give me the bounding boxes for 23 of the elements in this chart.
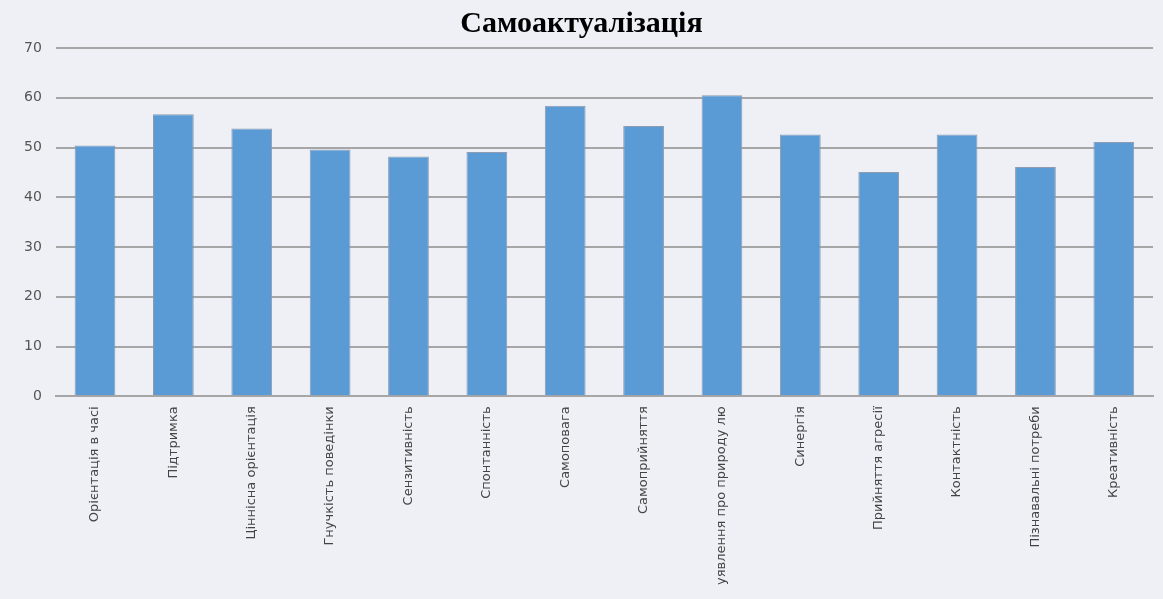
y-tick-label: 70 — [23, 38, 42, 55]
chart-title: Самоактуалізація — [460, 4, 703, 38]
x-tick-label: Гнучкість поведінки — [321, 406, 337, 546]
x-tick-label: уявлення про природу лю — [713, 406, 729, 586]
y-tick-label: 30 — [23, 237, 42, 254]
y-tick-label: 20 — [23, 287, 42, 304]
x-tick-label: Контактність — [948, 406, 964, 498]
y-tick-label: 50 — [23, 138, 42, 155]
x-tick-label: Спонтанність — [478, 406, 494, 499]
y-tick-label: 60 — [23, 88, 42, 105]
x-tick-label: Ціннісна орієнтація — [243, 406, 259, 540]
x-tick-label: Орієнтація в часі — [86, 406, 102, 523]
x-tick-label: Підтримка — [164, 406, 180, 479]
x-tick-label: Самоповага — [556, 406, 572, 488]
y-tick-label: 0 — [32, 386, 42, 403]
y-tick-label: 40 — [23, 187, 42, 204]
x-tick-label: Прийняття агресії — [870, 405, 886, 531]
x-tick-label: Синергія — [791, 406, 807, 467]
x-tick-label: Креативність — [1105, 406, 1121, 498]
x-tick-label: Самоприйняття — [634, 406, 650, 515]
x-tick-label: Пізнавальні потреби — [1026, 406, 1042, 548]
x-tick-label: Сензитивність — [399, 406, 415, 506]
y-tick-label: 10 — [23, 337, 42, 354]
